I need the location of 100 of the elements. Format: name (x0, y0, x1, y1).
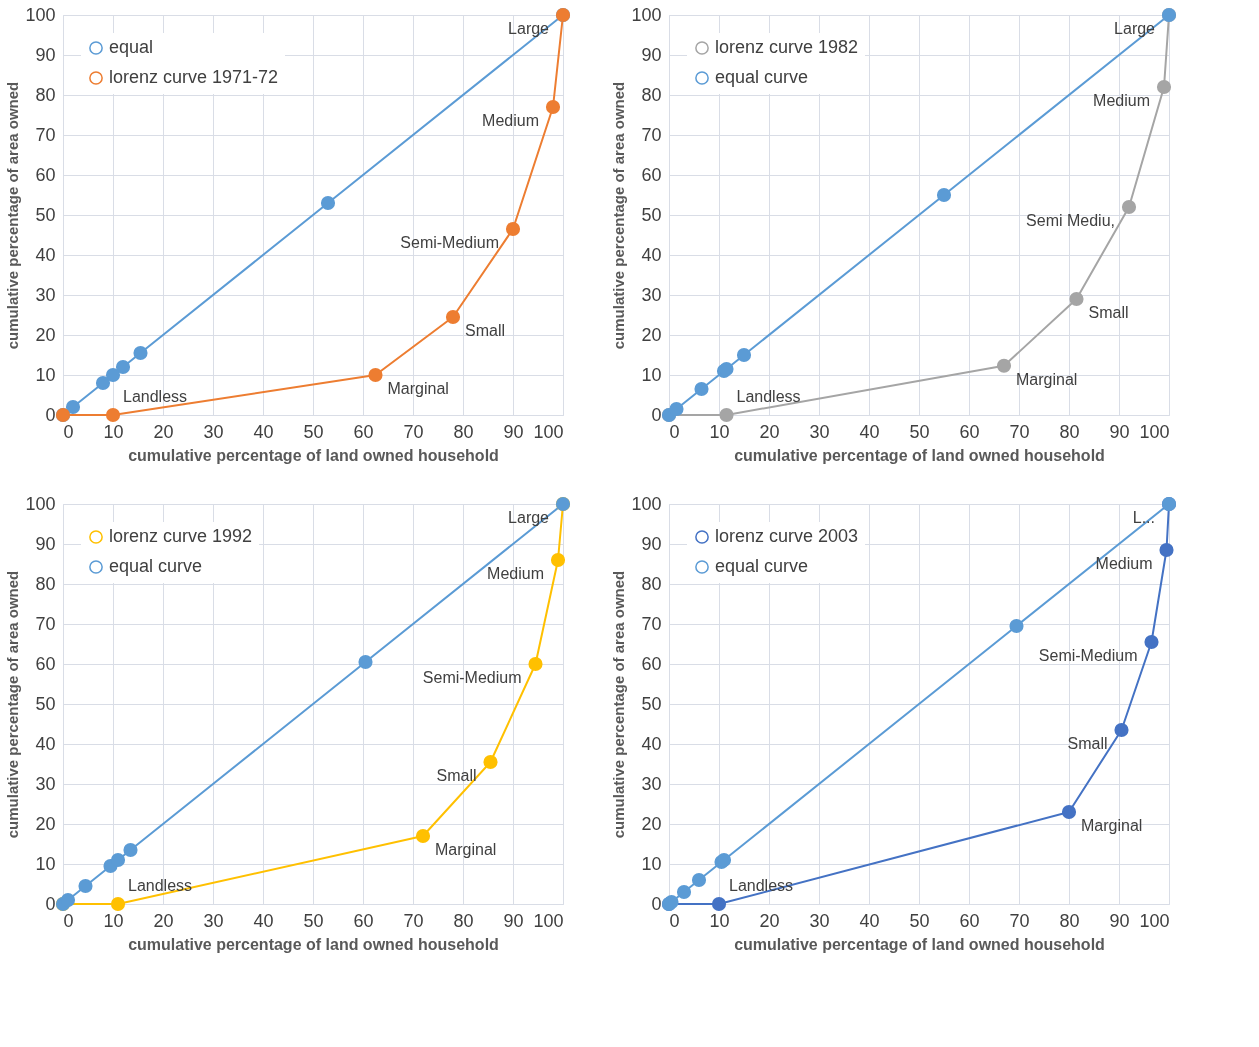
point (1009, 618, 1024, 634)
annotation: Marginal (387, 380, 449, 397)
legend-label: lorenz curve 1992 (109, 526, 253, 546)
x-axis-title: cumulative percentage of land owned household (734, 446, 1105, 464)
annotation: Medium (482, 112, 539, 129)
y-tick-label: 60 (35, 653, 56, 674)
x-tick-label: 90 (503, 910, 524, 931)
annotation: Semi-Medium (1038, 647, 1138, 664)
point (1144, 634, 1159, 650)
point (550, 552, 566, 568)
point (528, 656, 543, 672)
x-tick-label: 50 (303, 421, 324, 442)
annotation: Marginal (1016, 370, 1078, 388)
legend-label: equal curve (715, 67, 809, 87)
y-axis-title: cumulative percentage of area owned (610, 570, 628, 839)
y-tick-label: 0 (651, 404, 662, 425)
point (1159, 542, 1174, 558)
x-tick-label: 80 (1059, 421, 1080, 442)
point (123, 842, 138, 858)
x-tick-label: 20 (153, 910, 174, 931)
legend-label: lorenz curve 2003 (715, 526, 859, 546)
point (105, 407, 121, 423)
point (133, 345, 148, 361)
legend-label: equal curve (715, 556, 809, 576)
y-tick-label: 70 (35, 124, 56, 145)
x-tick-label: 70 (403, 421, 424, 442)
x-tick-label: 90 (1109, 910, 1130, 931)
x-tick-label: 0 (63, 910, 74, 931)
y-tick-label: 10 (641, 364, 662, 385)
annotation: Landless (123, 388, 188, 405)
y-tick-label: 10 (641, 853, 662, 874)
annotation: L... (1132, 509, 1155, 526)
y-tick-label: 50 (641, 204, 662, 225)
x-tick-label: 20 (153, 421, 174, 442)
annotation: Large (1114, 20, 1156, 37)
point (110, 852, 126, 868)
y-tick-label: 50 (641, 693, 662, 714)
point (65, 399, 81, 415)
x-tick-label: 30 (203, 421, 224, 442)
y-tick-label: 80 (35, 84, 56, 105)
x-tick-label: 70 (1009, 910, 1030, 931)
point (415, 828, 431, 844)
x-tick-label: 70 (403, 910, 424, 931)
x-tick-label: 60 (959, 910, 980, 931)
x-tick-label: 90 (503, 421, 524, 442)
legend-label: lorenz curve 1982 (715, 37, 859, 57)
point (719, 407, 734, 423)
y-tick-label: 70 (641, 124, 662, 145)
annotation: Medium (487, 565, 544, 582)
y-tick-label: 90 (35, 533, 56, 554)
annotation: Small (436, 767, 477, 784)
x-tick-label: 80 (453, 910, 474, 931)
point (105, 367, 121, 383)
x-tick-label: 100 (1139, 910, 1170, 931)
legend-label: equal curve (109, 556, 203, 576)
y-tick-label: 100 (25, 4, 56, 25)
y-tick-label: 20 (641, 324, 662, 345)
x-tick-label: 30 (809, 910, 830, 931)
x-tick-label: 50 (303, 910, 324, 931)
x-tick-label: 90 (1109, 421, 1130, 442)
point (115, 359, 131, 375)
point (445, 309, 461, 325)
x-tick-label: 30 (203, 910, 224, 931)
y-tick-label: 90 (641, 533, 662, 554)
y-tick-label: 80 (641, 573, 662, 594)
y-tick-label: 90 (641, 44, 662, 65)
x-tick-label: 0 (669, 421, 680, 442)
y-tick-label: 40 (641, 733, 662, 754)
y-tick-label: 90 (35, 44, 56, 65)
x-tick-label: 10 (709, 910, 730, 931)
x-tick-label: 40 (253, 421, 274, 442)
y-tick-label: 100 (25, 493, 56, 514)
y-tick-label: 100 (631, 4, 662, 25)
y-tick-label: 10 (35, 364, 56, 385)
annotation: Landless (736, 388, 801, 405)
annotation: Landless (128, 877, 193, 894)
annotation: Semi Mediu, (1026, 212, 1115, 229)
annotation: Large (508, 509, 550, 526)
y-axis-title: cumulative percentage of area owned (4, 570, 22, 839)
y-tick-label: 80 (641, 84, 662, 105)
y-tick-label: 20 (35, 324, 56, 345)
y-tick-label: 20 (35, 813, 56, 834)
x-tick-label: 30 (809, 421, 830, 442)
x-tick-label: 60 (353, 910, 374, 931)
x-tick-label: 40 (859, 910, 880, 931)
legend-label: equal (109, 37, 154, 57)
annotation: Large (508, 20, 550, 37)
y-tick-label: 80 (35, 573, 56, 594)
annotation: Small (1067, 735, 1108, 752)
x-tick-label: 60 (959, 421, 980, 442)
x-tick-label: 100 (533, 910, 564, 931)
annotation: Marginal (435, 841, 497, 858)
point (996, 358, 1012, 373)
y-axis-title: cumulative percentage of area owned (610, 81, 628, 350)
x-tick-label: 20 (759, 421, 780, 442)
point (505, 221, 521, 237)
point (1156, 79, 1172, 95)
x-tick-label: 40 (859, 421, 880, 442)
point (78, 878, 93, 894)
point (1121, 199, 1137, 215)
